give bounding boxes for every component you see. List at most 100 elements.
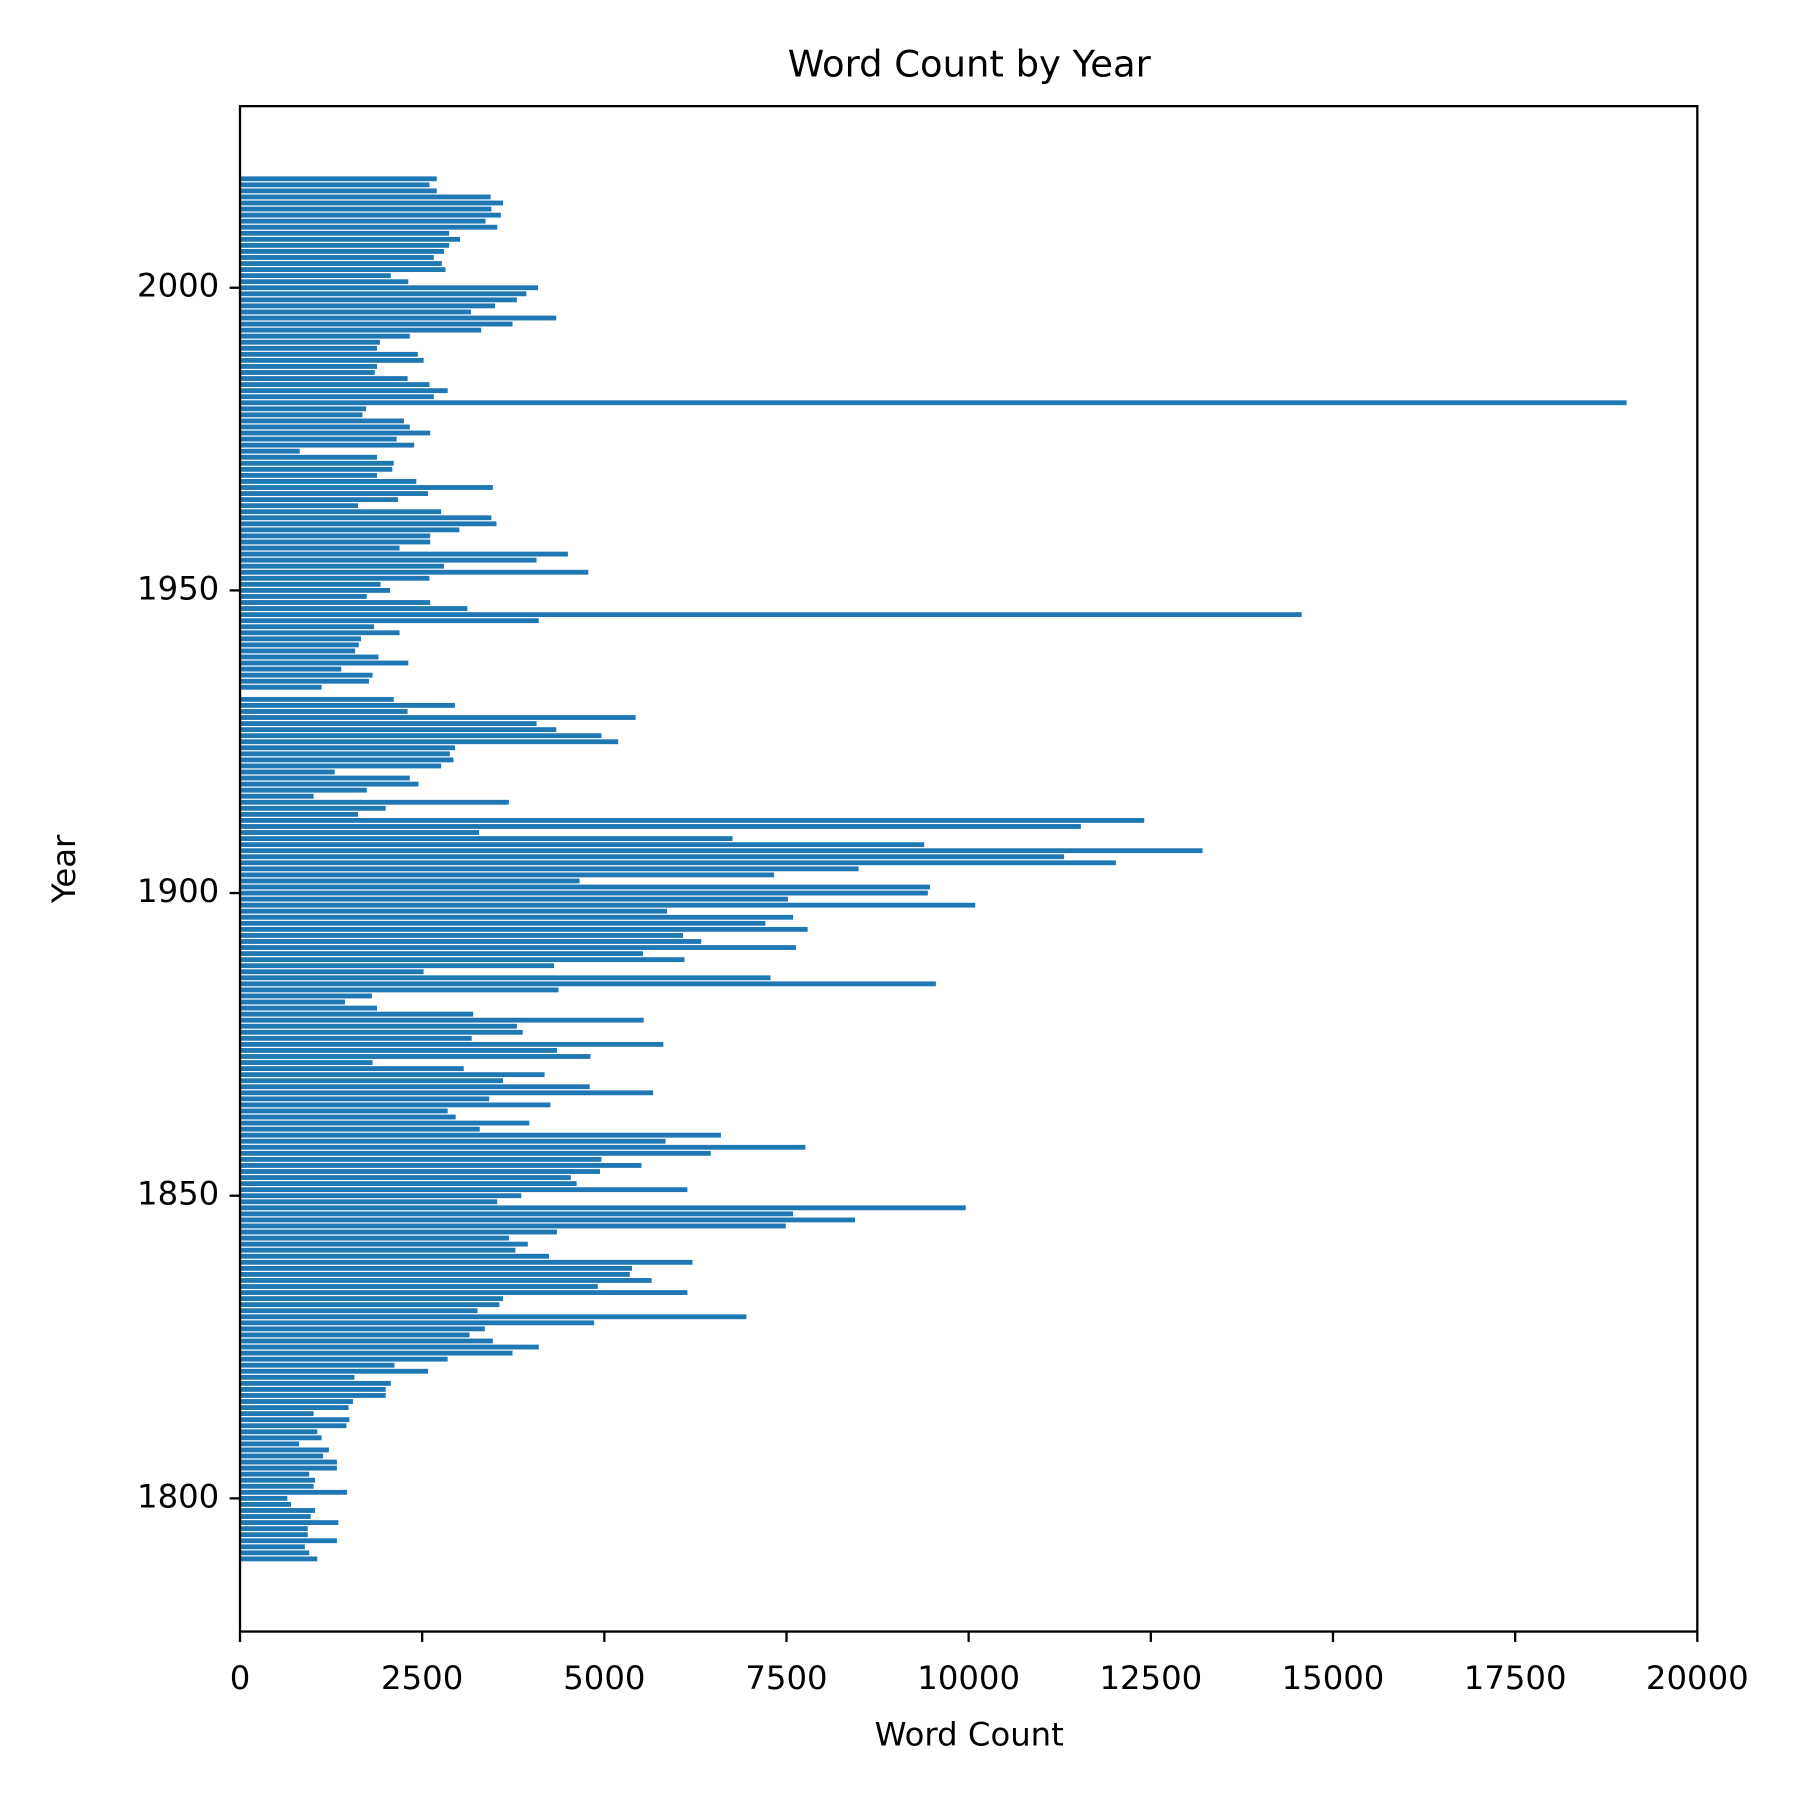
bar	[240, 896, 788, 902]
bar	[240, 1520, 339, 1526]
bar	[240, 1495, 288, 1501]
bar	[240, 1084, 590, 1090]
bar	[240, 188, 437, 194]
bar	[240, 1290, 688, 1295]
bar	[240, 939, 702, 944]
bar	[240, 1078, 504, 1084]
bar	[240, 1060, 373, 1065]
bar	[240, 218, 486, 224]
chart-title: Word Count by Year	[788, 42, 1152, 85]
bar	[240, 1368, 428, 1374]
bar	[240, 848, 1203, 854]
bar	[240, 1374, 355, 1380]
bar	[240, 1126, 480, 1132]
bar	[240, 1247, 516, 1253]
bar	[240, 727, 557, 733]
bar	[240, 497, 399, 503]
bar	[240, 267, 446, 273]
bar	[240, 654, 379, 660]
bar	[240, 763, 442, 769]
bar	[240, 612, 1302, 618]
bar	[240, 709, 408, 714]
bar	[240, 1538, 337, 1544]
bar	[240, 1550, 310, 1556]
x-tick-label: 17500	[1464, 1659, 1567, 1697]
bar	[240, 587, 391, 593]
bar	[240, 1114, 456, 1120]
bar	[240, 200, 504, 206]
bar	[240, 1144, 806, 1150]
x-tick-label: 2500	[381, 1659, 463, 1697]
bar	[240, 1217, 855, 1223]
bar	[240, 1514, 311, 1519]
bar	[240, 545, 400, 551]
bar	[240, 460, 394, 466]
bar	[240, 533, 431, 539]
bar	[240, 1096, 490, 1102]
bar	[240, 884, 931, 890]
bar	[240, 364, 377, 369]
bar	[240, 472, 377, 478]
bar	[240, 1205, 966, 1211]
bar	[240, 890, 928, 896]
bar	[240, 394, 434, 400]
bar	[240, 1441, 300, 1447]
bar	[240, 926, 808, 932]
bar	[240, 581, 381, 587]
bar	[240, 424, 410, 430]
bar	[240, 1411, 314, 1417]
bar	[240, 1362, 395, 1368]
bar	[240, 1350, 513, 1356]
bar	[240, 733, 602, 739]
bar	[240, 1017, 644, 1023]
bar	[240, 1393, 386, 1398]
x-tick-label: 0	[230, 1659, 251, 1697]
bar	[240, 1229, 557, 1235]
bar	[240, 618, 539, 624]
bar	[240, 569, 589, 575]
bar	[240, 1483, 314, 1489]
bar	[240, 1011, 474, 1017]
bar	[240, 769, 335, 775]
bar	[240, 1405, 349, 1410]
bar	[240, 1132, 721, 1138]
bar	[240, 1399, 353, 1404]
bar	[240, 1429, 318, 1435]
bar	[240, 666, 342, 672]
bar	[240, 1035, 472, 1041]
bar	[240, 339, 380, 345]
bar	[240, 793, 314, 799]
bar	[240, 327, 482, 333]
bar	[240, 1435, 322, 1441]
bar	[240, 212, 501, 218]
bar	[240, 672, 373, 678]
bar	[240, 418, 404, 424]
bar	[240, 902, 976, 908]
bar	[240, 993, 372, 999]
bar	[240, 206, 492, 212]
bar	[240, 1308, 478, 1314]
bar	[240, 606, 468, 611]
bar	[240, 1041, 664, 1047]
bar	[240, 1556, 318, 1562]
bar	[240, 1066, 464, 1072]
bar	[240, 509, 442, 515]
bar	[240, 1508, 316, 1513]
bar	[240, 999, 345, 1005]
bar	[240, 1187, 688, 1193]
bar	[240, 957, 685, 963]
bar	[240, 757, 454, 763]
bar	[240, 805, 386, 811]
bar	[240, 684, 322, 690]
bar	[240, 1120, 530, 1126]
bar	[240, 1029, 523, 1035]
bar	[240, 1477, 316, 1483]
bar	[240, 485, 493, 490]
bar	[240, 781, 419, 787]
bar	[240, 1284, 598, 1289]
bar	[240, 636, 361, 642]
bar	[240, 515, 492, 521]
bar	[240, 1296, 504, 1302]
bar	[240, 261, 442, 266]
